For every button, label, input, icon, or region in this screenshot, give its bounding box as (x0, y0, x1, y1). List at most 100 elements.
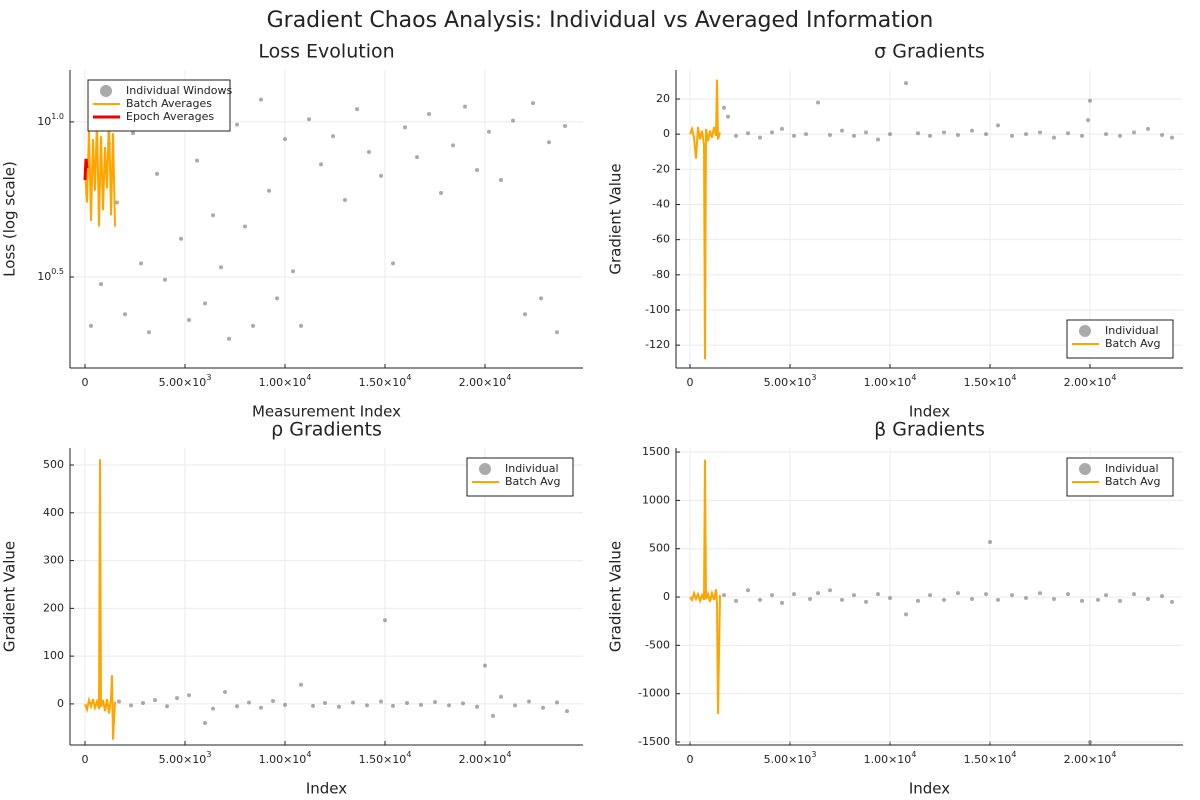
point (1052, 596, 1056, 601)
x-tick-label: 5.00×103 (159, 750, 212, 767)
point (746, 131, 750, 136)
point (391, 703, 395, 708)
point (433, 699, 437, 704)
x-tick-label: 0 (82, 376, 89, 389)
point (792, 133, 796, 138)
point (235, 122, 239, 127)
point (942, 597, 946, 602)
point (499, 177, 503, 182)
legend-label: Individual (1105, 324, 1159, 337)
point (1132, 592, 1136, 597)
x-tick-label-base: 5.00×10 (764, 376, 812, 389)
y-axis-label: Gradient Value (607, 163, 625, 274)
x-tick-label-base: 1.50×10 (964, 376, 1012, 389)
point (165, 704, 169, 709)
point (323, 700, 327, 705)
point (319, 162, 323, 167)
x-axis-label: Index (909, 403, 950, 421)
point (916, 131, 920, 136)
point (299, 682, 303, 687)
y-tick-label: 101.0 (37, 111, 64, 128)
point (147, 330, 151, 335)
point (511, 118, 515, 123)
x-tick-label-exponent: 4 (306, 750, 311, 759)
point (499, 694, 503, 699)
x-tick-label-base: 5.00×10 (159, 753, 207, 766)
point (89, 323, 93, 328)
point (1146, 126, 1150, 131)
y-tick-label-base: 10 (37, 115, 51, 128)
y-tick-label: 500 (649, 542, 670, 555)
point (1038, 591, 1042, 596)
x-tick-label-base: 1.00×10 (864, 753, 912, 766)
point (379, 173, 383, 178)
point (131, 131, 135, 136)
x-tick-label: 1.00×104 (259, 373, 312, 390)
point (271, 699, 275, 704)
point (365, 703, 369, 708)
x-tick-label-exponent: 3 (811, 373, 816, 382)
point (463, 104, 467, 109)
point (275, 296, 279, 301)
subplot-title: σ Gradients (874, 41, 985, 63)
point (259, 705, 263, 710)
point (1118, 598, 1122, 603)
point (267, 188, 271, 193)
x-tick-label-exponent: 4 (1111, 750, 1116, 759)
point (555, 330, 559, 335)
x-tick-label: 0 (687, 376, 694, 389)
point (331, 134, 335, 139)
x-tick-label: 1.50×104 (964, 750, 1017, 767)
point (355, 107, 359, 112)
x-tick-label: 1.00×104 (864, 373, 917, 390)
point (547, 140, 551, 145)
y-tick-label: -80 (652, 268, 670, 281)
y-tick-label: -1000 (638, 687, 670, 700)
point (722, 105, 726, 110)
y-tick-label-exponent: 0.5 (51, 267, 64, 276)
x-tick-label: 2.00×104 (459, 373, 512, 390)
point (1146, 596, 1150, 601)
point (1104, 132, 1108, 137)
y-tick-label: -100 (645, 303, 670, 316)
point (251, 323, 255, 328)
y-tick-label-exponent: 1.0 (51, 111, 64, 120)
point (1104, 593, 1108, 598)
x-tick-label-exponent: 4 (1011, 750, 1016, 759)
point (984, 592, 988, 597)
point (283, 702, 287, 707)
subplot-title: ρ Gradients (271, 419, 382, 441)
x-tick-label-base: 1.00×10 (864, 376, 912, 389)
point (996, 123, 1000, 128)
point (475, 167, 479, 172)
point (970, 596, 974, 601)
point (203, 301, 207, 306)
point (792, 592, 796, 597)
point (816, 100, 820, 105)
x-tick-label-base: 2.00×10 (1064, 376, 1112, 389)
point (1010, 133, 1014, 138)
x-tick-label: 5.00×103 (159, 373, 212, 390)
x-tick-label-base: 1.50×10 (359, 753, 407, 766)
x-tick-label-base: 1.00×10 (259, 376, 307, 389)
x-tick-label-exponent: 4 (911, 750, 916, 759)
point (876, 592, 880, 597)
legend-label: Epoch Averages (126, 110, 214, 123)
x-tick-label: 2.00×104 (1064, 373, 1117, 390)
point (195, 158, 199, 163)
point (419, 702, 423, 707)
point (916, 598, 920, 603)
x-tick-label: 0 (687, 753, 694, 766)
point (307, 117, 311, 122)
figure-title: Gradient Chaos Analysis: Individual vs A… (267, 8, 934, 33)
x-tick-label-exponent: 4 (306, 373, 311, 382)
point (734, 133, 738, 138)
x-tick-label-base: 2.00×10 (1064, 753, 1112, 766)
point (804, 132, 808, 137)
x-tick-label: 0 (82, 753, 89, 766)
point (1160, 133, 1164, 138)
point (141, 700, 145, 705)
point (531, 101, 535, 106)
line (84, 459, 116, 740)
subplot: β Gradients Index Gradient Value Individual… (607, 419, 1183, 798)
